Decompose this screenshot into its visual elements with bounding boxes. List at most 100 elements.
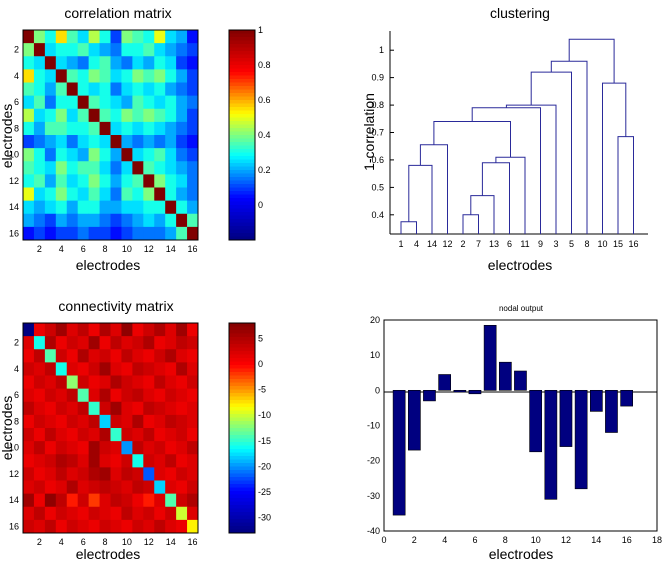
dendro-leaf-label: 9 [538, 239, 543, 249]
heatmap-cell [132, 56, 144, 70]
colorbar-band [229, 191, 255, 195]
heatmap-cell [55, 388, 68, 403]
dendro-leaf-label: 1 [398, 239, 403, 249]
dendro-link [617, 136, 634, 234]
heatmap-cell [165, 108, 177, 123]
heatmap-cell [187, 121, 199, 136]
heatmap-cell [176, 226, 188, 241]
nodal-y-tick: -20 [367, 456, 380, 466]
colorbar-band [229, 375, 255, 380]
heatmap-cell [121, 95, 133, 110]
heatmap-cell [88, 362, 100, 376]
colorbar-band [229, 86, 255, 90]
colorbar-band [229, 163, 255, 167]
colorbar-band [229, 114, 255, 118]
heatmap-cell [110, 82, 122, 97]
colorbar-band [229, 215, 255, 220]
heatmap-cell [55, 336, 68, 350]
heatmap-cell [165, 213, 177, 228]
heatmap-cell [154, 414, 166, 429]
colorbar-band [229, 145, 255, 150]
colorbar-band [229, 459, 255, 464]
heatmap-cell [165, 506, 177, 521]
heatmap-cell [176, 388, 188, 403]
colorbar-band [229, 33, 255, 38]
nodal-bar [529, 389, 542, 453]
heatmap-cell [23, 69, 35, 83]
heatmap-cell [44, 441, 57, 455]
heatmap-cell [187, 200, 199, 215]
heatmap-cell [132, 135, 144, 149]
heatmap-cell [143, 362, 155, 376]
heatmap-cell [44, 43, 57, 57]
heatmap-cell [154, 187, 166, 202]
colorbar-band [229, 403, 255, 408]
heatmap-cell [154, 401, 166, 416]
dendro-link [433, 121, 511, 158]
heatmap-cell [187, 388, 199, 403]
heatmap-cell [132, 323, 144, 337]
heatmap-cell [165, 174, 177, 188]
heatmap-cell [143, 69, 155, 83]
heatmap-cell [143, 428, 155, 442]
heatmap-cell [143, 349, 155, 363]
colorbar-band [229, 330, 255, 334]
heatmap-cell [77, 467, 90, 481]
heatmap-cell [88, 30, 100, 44]
heatmap-cell [55, 174, 68, 188]
heatmap-cell [77, 349, 90, 363]
heatmap-cell [110, 30, 122, 44]
heatmap-cell [110, 226, 122, 241]
heatmap-cell [66, 43, 79, 57]
heatmap-cell [132, 362, 144, 376]
colorbar-band [229, 121, 255, 125]
heatmap-cell [66, 493, 79, 508]
colorbar-band [229, 529, 255, 534]
nodal-x-ticks: 0 2 4 6 8 10 12 14 16 18 [381, 535, 662, 545]
heatmap-cell [154, 95, 166, 110]
heatmap-cell [187, 401, 199, 416]
dendro-link [505, 104, 557, 234]
heatmap-cell [33, 161, 46, 175]
heatmap-cell [88, 493, 100, 508]
colorbar-band [229, 149, 255, 153]
heatmap-cell [44, 401, 57, 416]
heatmap-cell [23, 82, 35, 97]
heatmap-cell [132, 441, 144, 455]
conn-y-tick: 2 [14, 338, 19, 348]
heatmap-cell [23, 148, 35, 162]
colorbar-band [229, 473, 255, 478]
heatmap-cell [66, 135, 79, 149]
heatmap-cell [110, 148, 122, 162]
heatmap-cell [187, 213, 199, 228]
heatmap-cell [176, 148, 188, 162]
heatmap-cell [132, 161, 144, 175]
heatmap-cell [110, 108, 122, 123]
colorbar-band [229, 491, 255, 495]
heatmap-cell [23, 135, 35, 149]
heatmap-cell [44, 226, 57, 241]
dendro-title: clustering [490, 5, 550, 21]
dendro-leaf-label: 14 [427, 239, 437, 249]
heatmap-cell [154, 349, 166, 363]
heatmap-cell [187, 43, 199, 57]
heatmap-cell [33, 174, 46, 188]
heatmap-cell [55, 519, 68, 534]
heatmap-cell [132, 95, 144, 110]
heatmap-cell [176, 362, 188, 376]
conn-x-tick: 2 [37, 537, 42, 547]
colorbar-band [229, 410, 255, 415]
heatmap-cell [187, 148, 199, 162]
heatmap-cell [154, 428, 166, 442]
nodal-bar [438, 374, 452, 391]
colorbar-band [229, 379, 255, 383]
dendro-leaf-label: 5 [569, 239, 574, 249]
heatmap-cell [33, 428, 46, 442]
heatmap-cell [132, 69, 144, 83]
corr-xlabel: electrodes [76, 257, 141, 273]
heatmap-cell [110, 441, 122, 455]
heatmap-cell [99, 213, 111, 228]
nodal-bar [514, 370, 527, 391]
colorbar-band [229, 61, 255, 66]
heatmap-cell [187, 108, 199, 123]
